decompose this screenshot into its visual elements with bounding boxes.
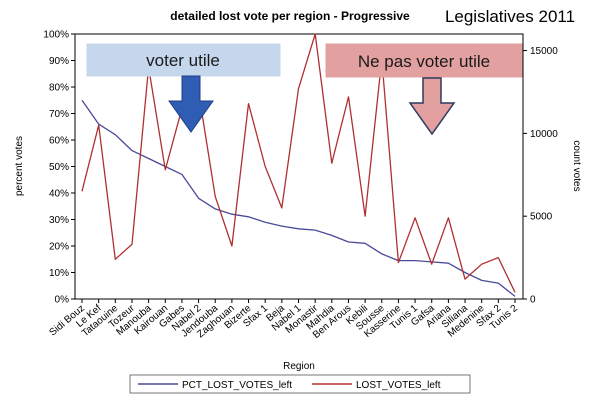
- series-line-LOST_VOTES_left: [81, 33, 516, 293]
- y-left-tick-label: 20%: [49, 242, 69, 253]
- legend-box: [129, 374, 471, 394]
- y-left-tick-label: 80%: [49, 83, 69, 94]
- y-left-tick-label: 60%: [49, 136, 69, 147]
- legislatives-badge: Legislatives 2011: [445, 7, 575, 26]
- y-right-tick-label: 0: [530, 295, 536, 306]
- voter-utile-box: [86, 43, 281, 77]
- y-left-tick-label: 70%: [49, 109, 69, 120]
- legend: PCT_LOST_VOTES_left LOST_VOTES_left: [129, 374, 471, 394]
- y-left-tick-label: 50%: [49, 162, 69, 173]
- y-right-axis: 0 5000 10000 15000: [523, 46, 558, 306]
- y-right-label: count votes: [571, 140, 582, 191]
- series-layer: [81, 33, 516, 297]
- x-axis-label: Region: [283, 361, 315, 372]
- down-arrow-blue-icon: [168, 75, 214, 133]
- y-right-tick-label: 10000: [530, 129, 558, 140]
- ne-pas-voter-utile-label: Ne pas voter utile: [358, 52, 490, 71]
- y-left-tick-label: 0%: [55, 295, 70, 306]
- annotation-ne-pas-voter-utile: Ne pas voter utile: [325, 43, 523, 136]
- series-line-PCT_LOST_VOTES_left: [81, 99, 516, 297]
- plot-area: [74, 33, 524, 300]
- y-left-tick-label: 90%: [49, 56, 69, 67]
- annotation-voter-utile: voter utile: [86, 43, 281, 133]
- y-left-tick-label: 10%: [49, 268, 69, 279]
- y-left-tick-label: 100%: [43, 30, 69, 41]
- legend-label-pct: PCT_LOST_VOTES_left: [182, 380, 292, 391]
- y-left-tick-label: 30%: [49, 215, 69, 226]
- y-right-tick-label: 15000: [530, 46, 558, 57]
- y-right-tick-label: 5000: [530, 212, 553, 223]
- down-arrow-red-icon: [408, 77, 456, 136]
- legend-label-lost: LOST_VOTES_left: [356, 380, 441, 391]
- y-left-label: percent votes: [14, 136, 25, 196]
- y-left-axis: 0% 10% 20% 30% 40% 50% 60% 70% 80% 90% 100%: [43, 30, 75, 306]
- voter-utile-label: voter utile: [146, 51, 220, 70]
- y-left-tick-label: 40%: [49, 189, 69, 200]
- chart-title: detailed lost vote per region - Progress…: [170, 9, 410, 23]
- ne-pas-voter-utile-box: [325, 43, 523, 78]
